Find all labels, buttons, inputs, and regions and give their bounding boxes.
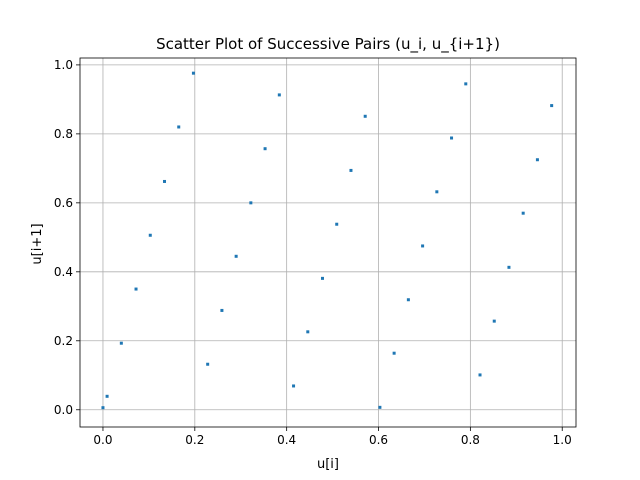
y-axis-label: u[i+1] bbox=[30, 223, 45, 264]
scatter-point bbox=[450, 136, 454, 140]
scatter-point bbox=[335, 222, 339, 226]
scatter-point bbox=[249, 201, 253, 205]
y-tick-label: 0.6 bbox=[54, 196, 73, 210]
scatter-point bbox=[163, 179, 167, 183]
grid bbox=[80, 58, 576, 427]
scatter-point bbox=[363, 114, 367, 118]
scatter-point bbox=[521, 211, 525, 215]
y-tick-label: 0.8 bbox=[54, 127, 73, 141]
x-tick-label: 0.6 bbox=[369, 433, 388, 447]
scatter-point bbox=[392, 351, 396, 355]
scatter-point bbox=[320, 276, 324, 280]
scatter-point bbox=[220, 308, 224, 312]
x-axis-ticks: 0.0 0.2 0.4 0.6 0.8 1.0 bbox=[93, 427, 572, 447]
x-tick-label: 0.4 bbox=[277, 433, 296, 447]
scatter-point bbox=[177, 125, 181, 129]
y-tick-label: 0.0 bbox=[54, 403, 73, 417]
scatter-point bbox=[378, 405, 382, 409]
scatter-point bbox=[492, 319, 496, 323]
y-tick-label: 0.4 bbox=[54, 265, 73, 279]
scatter-point bbox=[292, 384, 296, 388]
scatter-point bbox=[550, 104, 554, 108]
x-tick-label: 1.0 bbox=[553, 433, 572, 447]
scatter-point bbox=[349, 168, 353, 172]
scatter-point bbox=[234, 254, 238, 258]
scatter-point bbox=[105, 394, 109, 398]
scatter-point bbox=[535, 158, 539, 162]
scatter-point bbox=[119, 341, 123, 345]
scatter-point bbox=[206, 362, 210, 366]
x-tick-label: 0.2 bbox=[185, 433, 204, 447]
scatter-point bbox=[263, 147, 267, 151]
scatter-point bbox=[507, 265, 511, 269]
scatter-point bbox=[435, 190, 439, 194]
scatter-points bbox=[101, 71, 554, 410]
scatter-point bbox=[306, 330, 310, 334]
plot-frame bbox=[79, 57, 577, 428]
scatter-point bbox=[134, 287, 138, 291]
scatter-point bbox=[464, 82, 468, 86]
x-tick-label: 0.0 bbox=[93, 433, 112, 447]
scatter-point bbox=[406, 298, 410, 302]
scatter-point bbox=[421, 244, 425, 248]
x-tick-label: 0.8 bbox=[461, 433, 480, 447]
scatter-point bbox=[191, 71, 195, 75]
scatter-point bbox=[101, 406, 105, 410]
x-axis-label: u[i] bbox=[317, 457, 339, 472]
scatter-point bbox=[277, 93, 281, 97]
scatter-point bbox=[148, 233, 152, 237]
y-tick-label: 0.2 bbox=[54, 334, 73, 348]
chart-title: Scatter Plot of Successive Pairs (u_i, u… bbox=[156, 35, 500, 54]
scatter-point bbox=[478, 373, 482, 377]
y-tick-label: 1.0 bbox=[54, 58, 73, 72]
y-axis-ticks: 0.0 0.2 0.4 0.6 0.8 1.0 bbox=[54, 58, 80, 417]
